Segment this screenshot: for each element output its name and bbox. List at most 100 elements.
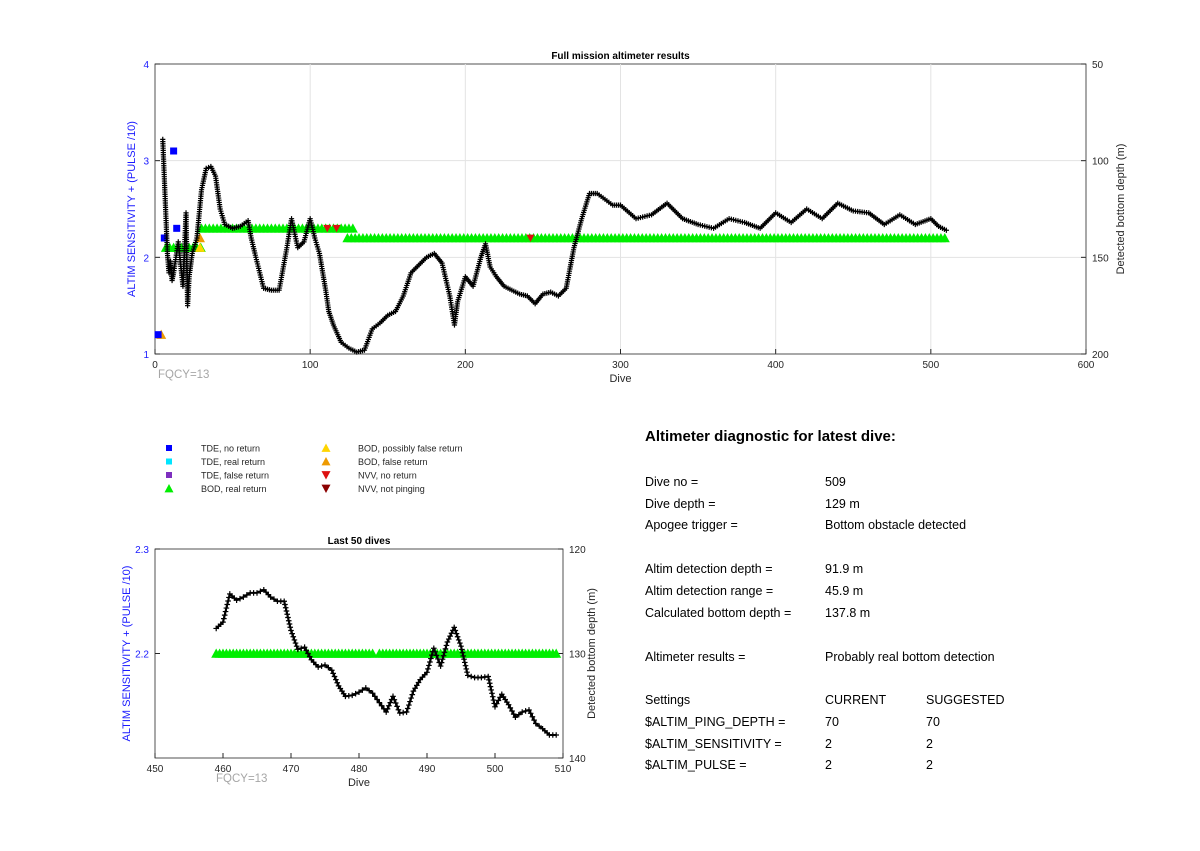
bottom-depth-marker xyxy=(225,598,231,604)
setting-current: 2 xyxy=(825,758,832,772)
y2-tick-label: 100 xyxy=(1092,157,1109,168)
bottom-depth-marker xyxy=(221,615,227,622)
bottom-depth-marker xyxy=(387,699,394,706)
bottom-depth-marker xyxy=(222,608,229,615)
nvv-marker xyxy=(526,234,535,242)
x-tick-label: 100 xyxy=(302,360,319,371)
bottom-depth-marker xyxy=(329,667,335,674)
legend-label: TDE, no return xyxy=(201,444,260,454)
bottom-depth-marker xyxy=(463,666,470,672)
bottom-depth-marker xyxy=(244,592,250,598)
bottom-depth-marker xyxy=(468,673,474,680)
bottom-depth-marker xyxy=(390,693,396,700)
bottom-depth-marker xyxy=(457,640,463,646)
bottom-depth-marker xyxy=(459,649,466,656)
x-axis-label: Dive xyxy=(609,373,631,385)
bottom-depth-marker xyxy=(492,703,498,710)
legend: TDE, no return TDE, real return TDE, false… xyxy=(164,443,463,494)
diagnostic-title: Altimeter diagnostic for latest dive: xyxy=(645,428,896,445)
y-tick-label: 2 xyxy=(143,253,149,264)
bottom-depth-marker xyxy=(522,708,529,714)
diag-value: 137.8 m xyxy=(825,606,871,620)
y-tick-label: 3 xyxy=(143,157,149,168)
bottom-depth-marker xyxy=(529,713,536,720)
bottom-depth-marker xyxy=(461,656,467,662)
tde-no-return-legend-marker xyxy=(166,445,172,451)
bottom-depth-marker xyxy=(378,702,385,709)
y2-tick-label: 140 xyxy=(569,754,586,765)
y2-axis-label: Detected bottom depth (m) xyxy=(1115,144,1127,275)
bottom-depth-marker xyxy=(293,643,300,649)
bottom-depth-marker xyxy=(440,652,447,659)
bottom-depth-marker xyxy=(437,663,444,669)
nvv-marker xyxy=(332,224,341,233)
diag-value: 45.9 m xyxy=(825,584,864,598)
bottom-depth-marker xyxy=(489,693,496,700)
bottom-depth-marker xyxy=(415,679,422,686)
diag-label: Altimeter results = xyxy=(645,650,746,664)
bottom-depth-marker xyxy=(407,698,413,705)
bottom-depth-marker xyxy=(409,691,416,698)
x-tick-label: 480 xyxy=(351,764,368,775)
y-axis-label: ALTIM SENSITIVITY + (PULSE /10) xyxy=(121,566,133,742)
diag-label: Altim detection depth = xyxy=(645,562,773,576)
bod-real-return-marker xyxy=(551,648,562,658)
bottom-depth-marker xyxy=(285,617,292,624)
y2-tick-label: 150 xyxy=(1092,253,1109,264)
bottom-depth-marker xyxy=(286,621,293,627)
bottom-depth-marker xyxy=(447,633,453,639)
bottom-depth-marker xyxy=(282,601,288,608)
tde-false-return-legend-marker xyxy=(166,472,172,478)
bottom-depth-marker xyxy=(303,647,310,654)
bottom-depth-marker xyxy=(451,624,457,631)
tde-marker xyxy=(170,147,178,155)
setting-name: $ALTIM_PULSE = xyxy=(645,758,747,772)
bod-marker xyxy=(194,242,205,252)
bottom-depth-marker xyxy=(223,605,230,611)
bottom-depth-marker xyxy=(333,676,339,683)
bottom-depth-marker xyxy=(237,595,243,602)
bottom-depth-marker xyxy=(408,695,414,701)
diag-label: Calculated bottom depth = xyxy=(645,606,792,620)
bottom-depth-marker xyxy=(462,662,469,669)
bottom-depth-marker xyxy=(487,683,494,690)
bottom-depth-marker xyxy=(315,664,321,670)
bottom-depth-marker xyxy=(536,723,542,729)
bottom-depth-marker xyxy=(444,639,451,645)
bottom-depth-marker xyxy=(485,673,491,680)
diag-label: Altim detection range = xyxy=(645,584,774,598)
bottom-depth-marker xyxy=(464,669,470,675)
bottom-depth-marker xyxy=(461,659,468,666)
bottom-depth-marker xyxy=(442,646,449,652)
bottom-depth-marker xyxy=(455,637,462,643)
bottom-depth-marker xyxy=(384,706,391,712)
diag-label: Dive depth = xyxy=(645,497,716,511)
x-tick-label: 500 xyxy=(922,360,939,371)
tde-marker xyxy=(173,224,181,232)
bottom-depth-marker xyxy=(553,732,559,738)
bottom-depth-marker xyxy=(512,714,519,721)
setting-suggested: 2 xyxy=(926,758,933,772)
bottom-depth-marker xyxy=(431,645,437,652)
legend-label: BOD, real return xyxy=(201,484,267,494)
bottom-depth-marker xyxy=(376,699,383,706)
bottom-depth-marker xyxy=(486,677,492,683)
x-tick-label: 450 xyxy=(147,764,164,775)
bottom-depth-marker xyxy=(386,702,392,709)
bottom-depth-marker xyxy=(465,672,471,679)
setting-name: $ALTIM_PING_DEPTH = xyxy=(645,715,786,729)
diag-value: Bottom obstacle detected xyxy=(825,518,967,532)
bod-real-return-legend-marker xyxy=(164,484,174,493)
bottom-depth-marker xyxy=(531,717,537,723)
x-tick-label: 600 xyxy=(1078,360,1095,371)
settings-header-current: CURRENT xyxy=(825,693,887,707)
diag-value: Probably real bottom detection xyxy=(825,650,995,664)
setting-current: 2 xyxy=(825,737,832,751)
diag-value: 129 m xyxy=(825,497,860,511)
bod-false-return-legend-marker xyxy=(321,457,331,466)
y-tick-label: 2.2 xyxy=(135,650,149,661)
bottom-depth-marker xyxy=(267,594,274,600)
legend-label: NVV, no return xyxy=(358,471,417,481)
bottom-depth-marker xyxy=(410,688,417,694)
